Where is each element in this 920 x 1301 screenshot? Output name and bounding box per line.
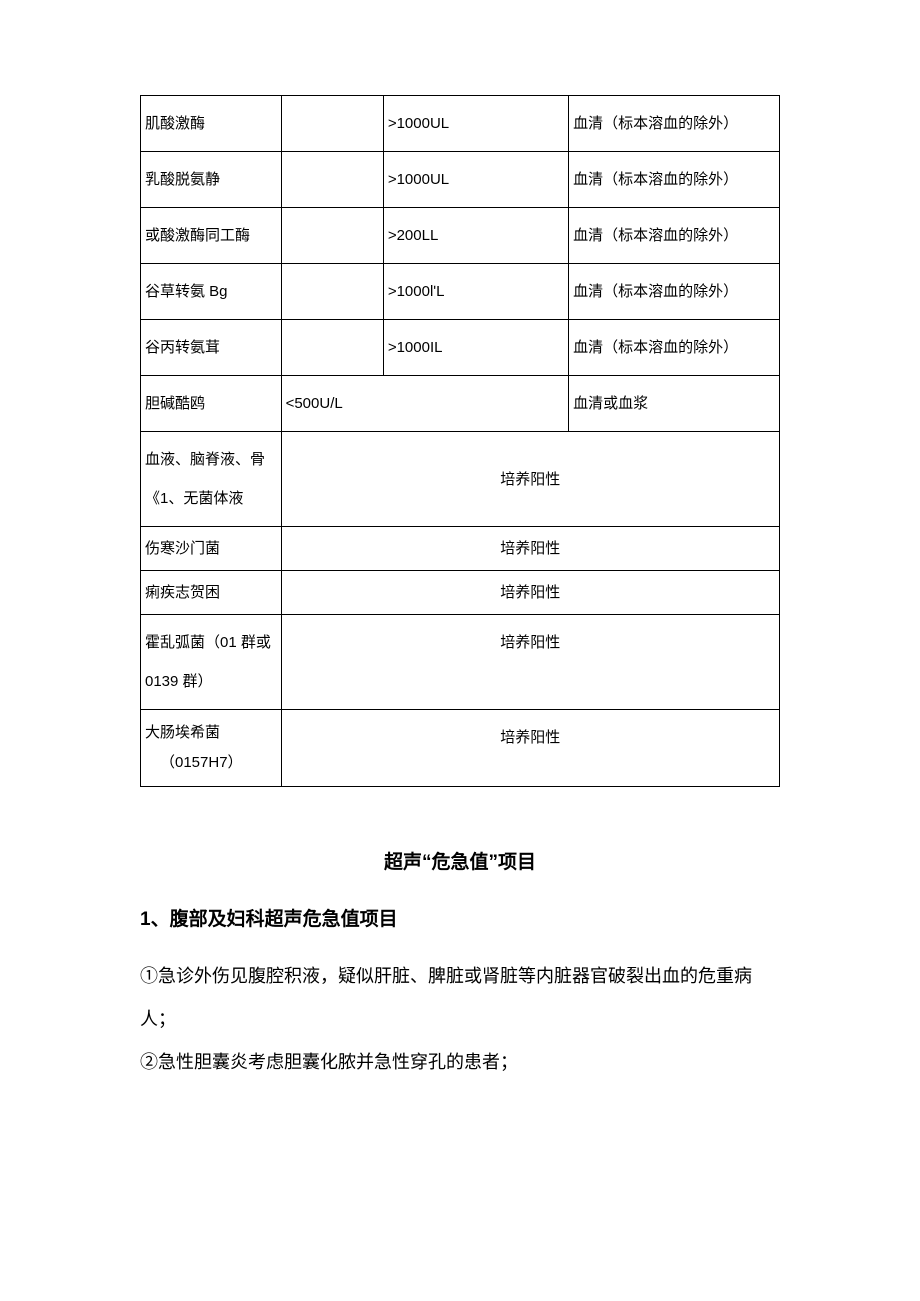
cell-blank <box>281 96 383 152</box>
cell-item: 胆碱酷鸥 <box>141 376 282 432</box>
cell-merged-result: 培养阳性 <box>281 571 779 615</box>
cell-item: 谷草转氨 Bg <box>141 264 282 320</box>
cell-item-line1: 大肠埃希菌 <box>145 724 220 741</box>
table-row: 霍乱弧菌（01 群或 0139 群） 培养阳性 <box>141 615 780 710</box>
body-line: ①急诊外伤见腹腔积液，疑似肝脏、脾脏或肾脏等内脏器官破裂出血的危重病人； <box>140 955 780 1041</box>
cell-sample: 血清或血浆 <box>569 376 780 432</box>
cell-item: 血液、脑脊液、骨《1、无菌体液 <box>141 432 282 527</box>
table-row: 谷丙转氨茸 >1000IL 血清（标本溶血的除外） <box>141 320 780 376</box>
table-row: 谷草转氨 Bg >1000lʹL 血清（标本溶血的除外） <box>141 264 780 320</box>
cell-item: 大肠埃希菌 （0157H7） <box>141 710 282 787</box>
cell-sample: 血清（标本溶血的除外） <box>569 264 780 320</box>
cell-merged-result: 培养阳性 <box>281 432 779 527</box>
table-row: 乳酸脱氨静 >1000UL 血清（标本溶血的除外） <box>141 152 780 208</box>
cell-sample: 血清（标本溶血的除外） <box>569 320 780 376</box>
cell-value-merged: <500U/L <box>281 376 569 432</box>
cell-blank <box>281 264 383 320</box>
cell-item: 伤寒沙门菌 <box>141 527 282 571</box>
cell-value: >1000UL <box>383 96 568 152</box>
section-title: 超声“危急值”项目 <box>140 847 780 874</box>
cell-merged-result: 培养阳性 <box>281 710 779 787</box>
critical-values-table: 肌酸激酶 >1000UL 血清（标本溶血的除外） 乳酸脱氨静 >1000UL 血… <box>140 95 780 787</box>
table-row: 大肠埃希菌 （0157H7） 培养阳性 <box>141 710 780 787</box>
cell-value: >1000lʹL <box>383 264 568 320</box>
table-row: 痢疾志贺困 培养阳性 <box>141 571 780 615</box>
cell-item: 痢疾志贺困 <box>141 571 282 615</box>
body-line: ②急性胆囊炎考虑胆囊化脓并急性穿孔的患者； <box>140 1041 780 1084</box>
table-row: 伤寒沙门菌 培养阳性 <box>141 527 780 571</box>
table-row: 血液、脑脊液、骨《1、无菌体液 培养阳性 <box>141 432 780 527</box>
cell-value: >200LL <box>383 208 568 264</box>
cell-blank <box>281 208 383 264</box>
table-row: 胆碱酷鸥 <500U/L 血清或血浆 <box>141 376 780 432</box>
cell-sample: 血清（标本溶血的除外） <box>569 96 780 152</box>
cell-item: 谷丙转氨茸 <box>141 320 282 376</box>
cell-value: >1000IL <box>383 320 568 376</box>
cell-sample: 血清（标本溶血的除外） <box>569 152 780 208</box>
cell-item: 霍乱弧菌（01 群或 0139 群） <box>141 615 282 710</box>
cell-item: 乳酸脱氨静 <box>141 152 282 208</box>
cell-merged-result: 培养阳性 <box>281 527 779 571</box>
table-row: 或酸激酶同工酶 >200LL 血清（标本溶血的除外） <box>141 208 780 264</box>
cell-item: 肌酸激酶 <box>141 96 282 152</box>
cell-value: >1000UL <box>383 152 568 208</box>
cell-merged-result: 培养阳性 <box>281 615 779 710</box>
cell-blank <box>281 152 383 208</box>
cell-item: 或酸激酶同工酶 <box>141 208 282 264</box>
cell-sample: 血清（标本溶血的除外） <box>569 208 780 264</box>
cell-blank <box>281 320 383 376</box>
subsection-title: 1、腹部及妇科超声危急值项目 <box>140 904 780 931</box>
table-row: 肌酸激酶 >1000UL 血清（标本溶血的除外） <box>141 96 780 152</box>
cell-item-line2: （0157H7） <box>145 748 243 778</box>
